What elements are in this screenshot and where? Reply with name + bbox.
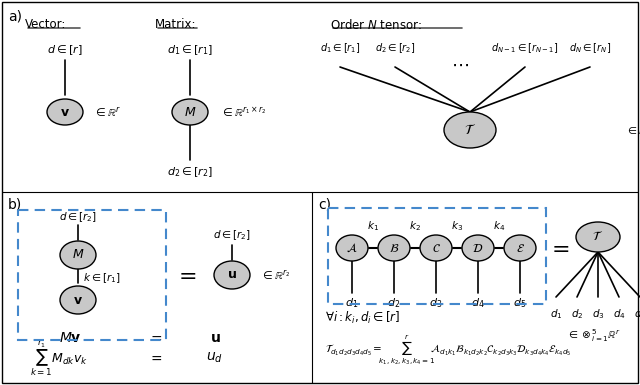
Text: $\sum_{k=1}^{r_1} M_{dk} v_k$: $\sum_{k=1}^{r_1} M_{dk} v_k$ [30,338,88,378]
Text: $M$: $M$ [184,105,196,119]
Ellipse shape [444,112,496,148]
Text: $\in \mathbb{R}^{r_2}$: $\in \mathbb{R}^{r_2}$ [260,268,291,282]
Text: $d \in [r_2]$: $d \in [r_2]$ [59,210,97,224]
Text: $d_2 \in [r_2]$: $d_2 \in [r_2]$ [167,165,213,179]
Text: $=$: $=$ [148,351,163,365]
Text: $\mathcal{C}$: $\mathcal{C}$ [431,241,440,254]
Text: $=$: $=$ [547,238,570,258]
Ellipse shape [47,99,83,125]
Text: $\mathbf{u}$: $\mathbf{u}$ [227,268,237,281]
Text: $\mathcal{T}_{d_1 d_2 d_3 d_4 d_5} = \!\!\!\sum_{k_1,k_2,k_3,k_4=1}^{r}\!\! \mat: $\mathcal{T}_{d_1 d_2 d_3 d_4 d_5} = \!\… [325,333,572,367]
Ellipse shape [378,235,410,261]
Text: $\forall i: k_i, d_i \in [r]$: $\forall i: k_i, d_i \in [r]$ [325,310,400,326]
Text: $d_4$: $d_4$ [471,296,485,310]
Text: $\mathcal{A}$: $\mathcal{A}$ [346,241,358,254]
Text: $d_1$: $d_1$ [550,307,563,321]
Text: b): b) [8,198,22,212]
Text: $d_1 \in [r_1]$: $d_1 \in [r_1]$ [167,43,213,57]
Text: a): a) [8,10,22,24]
Text: $k \in [r_1]$: $k \in [r_1]$ [83,271,120,285]
Text: $d \in [r]$: $d \in [r]$ [47,43,83,57]
Ellipse shape [214,261,250,289]
Text: $\mathcal{E}$: $\mathcal{E}$ [515,241,525,254]
Text: Order $N$ tensor:: Order $N$ tensor: [330,18,422,32]
Text: $\mathcal{D}$: $\mathcal{D}$ [472,241,484,254]
Text: $\mathcal{T}$: $\mathcal{T}$ [593,231,604,243]
Text: Vector:: Vector: [25,18,67,31]
Ellipse shape [504,235,536,261]
Text: $k_4$: $k_4$ [493,219,505,233]
Text: $d_2$: $d_2$ [571,307,583,321]
Text: $d_1$: $d_1$ [346,296,358,310]
Ellipse shape [576,222,620,252]
Ellipse shape [60,286,96,314]
Text: $\in \mathbb{R}^r$: $\in \mathbb{R}^r$ [93,105,121,119]
Text: $\mathbf{v}$: $\mathbf{v}$ [60,105,70,119]
Text: $d \in [r_2]$: $d \in [r_2]$ [213,228,251,242]
Text: $\mathbf{v}$: $\mathbf{v}$ [73,293,83,306]
Text: $d_2 \in [r_2]$: $d_2 \in [r_2]$ [374,41,415,55]
Text: $\mathcal{T}$: $\mathcal{T}$ [464,123,476,137]
Text: $M$: $M$ [72,248,84,261]
Ellipse shape [420,235,452,261]
Ellipse shape [172,99,208,125]
Text: $d_3$: $d_3$ [429,296,443,310]
Text: $\in \mathbb{R}^{r_1 \times \cdots \times r_N}$: $\in \mathbb{R}^{r_1 \times \cdots \time… [625,124,640,137]
Text: $k_3$: $k_3$ [451,219,463,233]
Text: $M\mathbf{v}$: $M\mathbf{v}$ [59,331,81,345]
Text: $d_2$: $d_2$ [387,296,401,310]
Text: $\in \otimes_{i=1}^{5}\mathbb{R}^r$: $\in \otimes_{i=1}^{5}\mathbb{R}^r$ [566,327,620,344]
Text: $d_4$: $d_4$ [612,307,625,321]
Text: $\mathcal{B}$: $\mathcal{B}$ [389,241,399,254]
Text: $d_5$: $d_5$ [634,307,640,321]
Text: $d_1 \in [r_1]$: $d_1 \in [r_1]$ [320,41,360,55]
Text: $=$: $=$ [148,331,163,345]
Ellipse shape [462,235,494,261]
Text: $\in \mathbb{R}^{r_1 \times r_2}$: $\in \mathbb{R}^{r_1 \times r_2}$ [220,105,267,119]
Text: $k_2$: $k_2$ [409,219,421,233]
Text: $d_N \in [r_N]$: $d_N \in [r_N]$ [569,41,611,55]
Text: Matrix:: Matrix: [155,18,196,31]
Text: $\cdots$: $\cdots$ [451,56,469,74]
Text: c): c) [318,198,331,212]
Text: $k_1$: $k_1$ [367,219,379,233]
Text: $d_3$: $d_3$ [591,307,604,321]
Text: $=$: $=$ [173,265,196,285]
Ellipse shape [60,241,96,269]
Text: $d_5$: $d_5$ [513,296,527,310]
Ellipse shape [336,235,368,261]
Text: $\mathbf{u}$: $\mathbf{u}$ [210,331,220,345]
Text: $u_d$: $u_d$ [207,351,223,365]
Text: $d_{N-1} \in [r_{N-1}]$: $d_{N-1} \in [r_{N-1}]$ [492,41,559,55]
